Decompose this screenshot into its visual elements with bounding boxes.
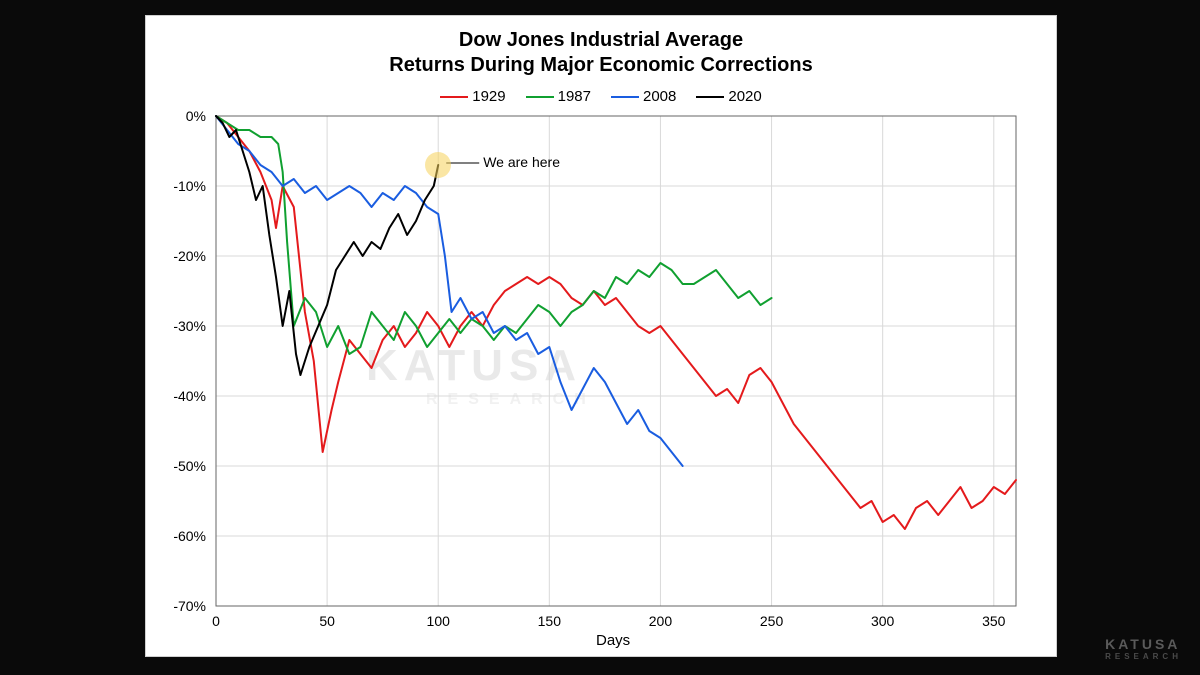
corner-logo-text: KATUSA (1105, 636, 1180, 652)
svg-text:0: 0 (212, 613, 220, 629)
chart-title: Dow Jones Industrial Average Returns Dur… (146, 28, 1056, 78)
legend: 1929 1987 2008 2020 (146, 88, 1056, 106)
svg-text:-10%: -10% (173, 178, 206, 194)
annotation-label: We are here (483, 154, 560, 170)
legend-item-1929: 1929 (440, 88, 505, 105)
corner-logo: KATUSA RESEARCH (1105, 636, 1182, 661)
legend-item-2008: 2008 (611, 88, 676, 105)
svg-text:-60%: -60% (173, 528, 206, 544)
svg-text:-40%: -40% (173, 388, 206, 404)
svg-text:50: 50 (319, 613, 335, 629)
chart-svg: -70% -60% -50% -40% -30% -20% -10% 0% 0 50 100 150 2… (161, 111, 1026, 636)
svg-text:-30%: -30% (173, 318, 206, 334)
plot-area: -70%-60%-50%-40%-30%-20%-10%0%0501001502… (216, 116, 1016, 606)
svg-text:-50%: -50% (173, 458, 206, 474)
legend-swatch (440, 96, 468, 98)
svg-text:0%: 0% (186, 111, 206, 124)
corner-logo-subtext: RESEARCH (1105, 652, 1182, 661)
svg-text:-70%: -70% (173, 598, 206, 614)
title-line-2: Returns During Major Economic Correction… (146, 53, 1056, 78)
legend-swatch (696, 96, 724, 98)
legend-swatch (526, 96, 554, 98)
legend-swatch (611, 96, 639, 98)
title-line-1: Dow Jones Industrial Average (146, 28, 1056, 53)
svg-text:250: 250 (760, 613, 784, 629)
x-axis-label: Days (596, 632, 630, 649)
chart-panel: Dow Jones Industrial Average Returns Dur… (145, 15, 1057, 657)
svg-text:350: 350 (982, 613, 1006, 629)
svg-text:300: 300 (871, 613, 895, 629)
svg-text:200: 200 (649, 613, 673, 629)
legend-item-2020: 2020 (696, 88, 761, 105)
svg-text:150: 150 (538, 613, 562, 629)
legend-item-1987: 1987 (526, 88, 591, 105)
svg-text:-20%: -20% (173, 248, 206, 264)
svg-text:100: 100 (427, 613, 451, 629)
